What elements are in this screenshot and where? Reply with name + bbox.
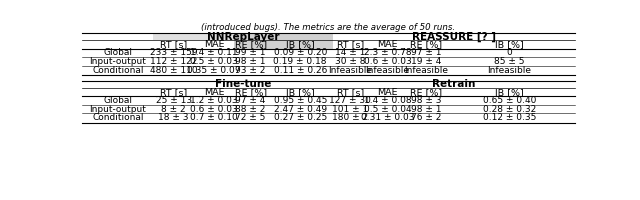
Text: Conditional: Conditional — [92, 66, 144, 75]
Text: 0.12 ± 0.35: 0.12 ± 0.35 — [483, 113, 536, 122]
Text: 88 ± 2: 88 ± 2 — [236, 105, 266, 114]
Text: Infeasible: Infeasible — [365, 66, 410, 75]
Text: 0.35 ± 0.07: 0.35 ± 0.07 — [187, 66, 241, 75]
Text: 30 ± 8: 30 ± 8 — [335, 57, 365, 66]
Text: Fine-tune: Fine-tune — [215, 79, 271, 89]
Text: RT [s]: RT [s] — [337, 40, 364, 49]
Text: 1.4 ± 0.11: 1.4 ± 0.11 — [190, 48, 237, 57]
Text: RE [%]: RE [%] — [235, 88, 267, 97]
Text: 98 ± 3: 98 ± 3 — [411, 96, 441, 105]
Text: 0: 0 — [507, 48, 513, 57]
Text: Infeasible: Infeasible — [404, 66, 448, 75]
Text: 0.6 ± 0.03: 0.6 ± 0.03 — [190, 105, 238, 114]
Text: 0.31 ± 0.03: 0.31 ± 0.03 — [361, 113, 414, 122]
Text: 8 ± 2: 8 ± 2 — [161, 105, 186, 114]
Text: Infeasible: Infeasible — [488, 66, 532, 75]
Text: MAE: MAE — [204, 40, 224, 49]
Text: 18 ± 3: 18 ± 3 — [159, 113, 189, 122]
Text: RT [s]: RT [s] — [160, 40, 188, 49]
Text: 0.7 ± 0.10: 0.7 ± 0.10 — [190, 113, 238, 122]
Text: 0.95 ± 0.45: 0.95 ± 0.45 — [273, 96, 327, 105]
Text: 97 ± 1: 97 ± 1 — [411, 48, 441, 57]
Text: 25 ± 13: 25 ± 13 — [156, 96, 192, 105]
Text: 0.09 ± 0.20: 0.09 ± 0.20 — [273, 48, 327, 57]
Text: RE [%]: RE [%] — [410, 88, 442, 97]
Text: REASSURE [? ]: REASSURE [? ] — [412, 32, 496, 42]
Text: 98 ± 1: 98 ± 1 — [236, 57, 266, 66]
Text: 1.2 ± 0.03: 1.2 ± 0.03 — [190, 96, 237, 105]
Text: 19 ± 4: 19 ± 4 — [411, 57, 441, 66]
Text: 0.27 ± 0.25: 0.27 ± 0.25 — [273, 113, 327, 122]
Text: 2.47 ± 0.49: 2.47 ± 0.49 — [274, 105, 327, 114]
Text: NNRepLayer: NNRepLayer — [207, 32, 280, 42]
Text: 76 ± 2: 76 ± 2 — [411, 113, 441, 122]
Text: 0.19 ± 0.18: 0.19 ± 0.18 — [273, 57, 327, 66]
Text: Conditional: Conditional — [92, 113, 144, 122]
Text: IB [%]: IB [%] — [495, 40, 524, 49]
Text: 1.4 ± 0.08: 1.4 ± 0.08 — [364, 96, 412, 105]
Text: 112 ± 122: 112 ± 122 — [150, 57, 197, 66]
Text: 98 ± 1: 98 ± 1 — [411, 105, 441, 114]
Text: Global: Global — [104, 96, 132, 105]
Text: 0.28 ± 0.32: 0.28 ± 0.32 — [483, 105, 536, 114]
Text: 72 ± 5: 72 ± 5 — [236, 113, 266, 122]
Text: 99 ± 1: 99 ± 1 — [236, 48, 266, 57]
Text: 0.65 ± 0.40: 0.65 ± 0.40 — [483, 96, 536, 105]
Text: MAE: MAE — [377, 40, 398, 49]
Text: 101 ± 1: 101 ± 1 — [332, 105, 369, 114]
Text: 0.6 ± 0.03: 0.6 ± 0.03 — [364, 57, 412, 66]
Text: Global: Global — [104, 48, 132, 57]
Text: IB [%]: IB [%] — [286, 40, 315, 49]
Text: 2.3 ± 0.78: 2.3 ± 0.78 — [364, 48, 412, 57]
Text: 85 ± 5: 85 ± 5 — [494, 57, 525, 66]
Text: 14 ± 1: 14 ± 1 — [335, 48, 365, 57]
Text: RE [%]: RE [%] — [235, 40, 267, 49]
Text: RT [s]: RT [s] — [160, 88, 188, 97]
Bar — [234, 33, 333, 49]
Text: Infeasible: Infeasible — [328, 66, 372, 75]
Text: Input-output: Input-output — [90, 57, 147, 66]
Text: 93 ± 2: 93 ± 2 — [236, 66, 266, 75]
Text: Retrain: Retrain — [432, 79, 476, 89]
Text: IB [%]: IB [%] — [286, 88, 315, 97]
Text: 0.11 ± 0.26: 0.11 ± 0.26 — [273, 66, 327, 75]
Text: MAE: MAE — [204, 88, 224, 97]
Bar — [154, 33, 333, 40]
Text: IB [%]: IB [%] — [495, 88, 524, 97]
Text: 180 ± 2: 180 ± 2 — [332, 113, 369, 122]
Text: 480 ± 110: 480 ± 110 — [150, 66, 198, 75]
Text: Input-output: Input-output — [90, 105, 147, 114]
Text: MAE: MAE — [377, 88, 398, 97]
Text: 127 ± 30: 127 ± 30 — [330, 96, 371, 105]
Text: 233 ± 159: 233 ± 159 — [150, 48, 198, 57]
Text: 97 ± 4: 97 ± 4 — [236, 96, 266, 105]
Text: 0.5 ± 0.04: 0.5 ± 0.04 — [364, 105, 412, 114]
Text: (introduced bugs). The metrics are the average of 50 runs.: (introduced bugs). The metrics are the a… — [201, 23, 455, 32]
Text: RE [%]: RE [%] — [410, 40, 442, 49]
Text: 0.5 ± 0.03: 0.5 ± 0.03 — [190, 57, 238, 66]
Text: RT [s]: RT [s] — [337, 88, 364, 97]
